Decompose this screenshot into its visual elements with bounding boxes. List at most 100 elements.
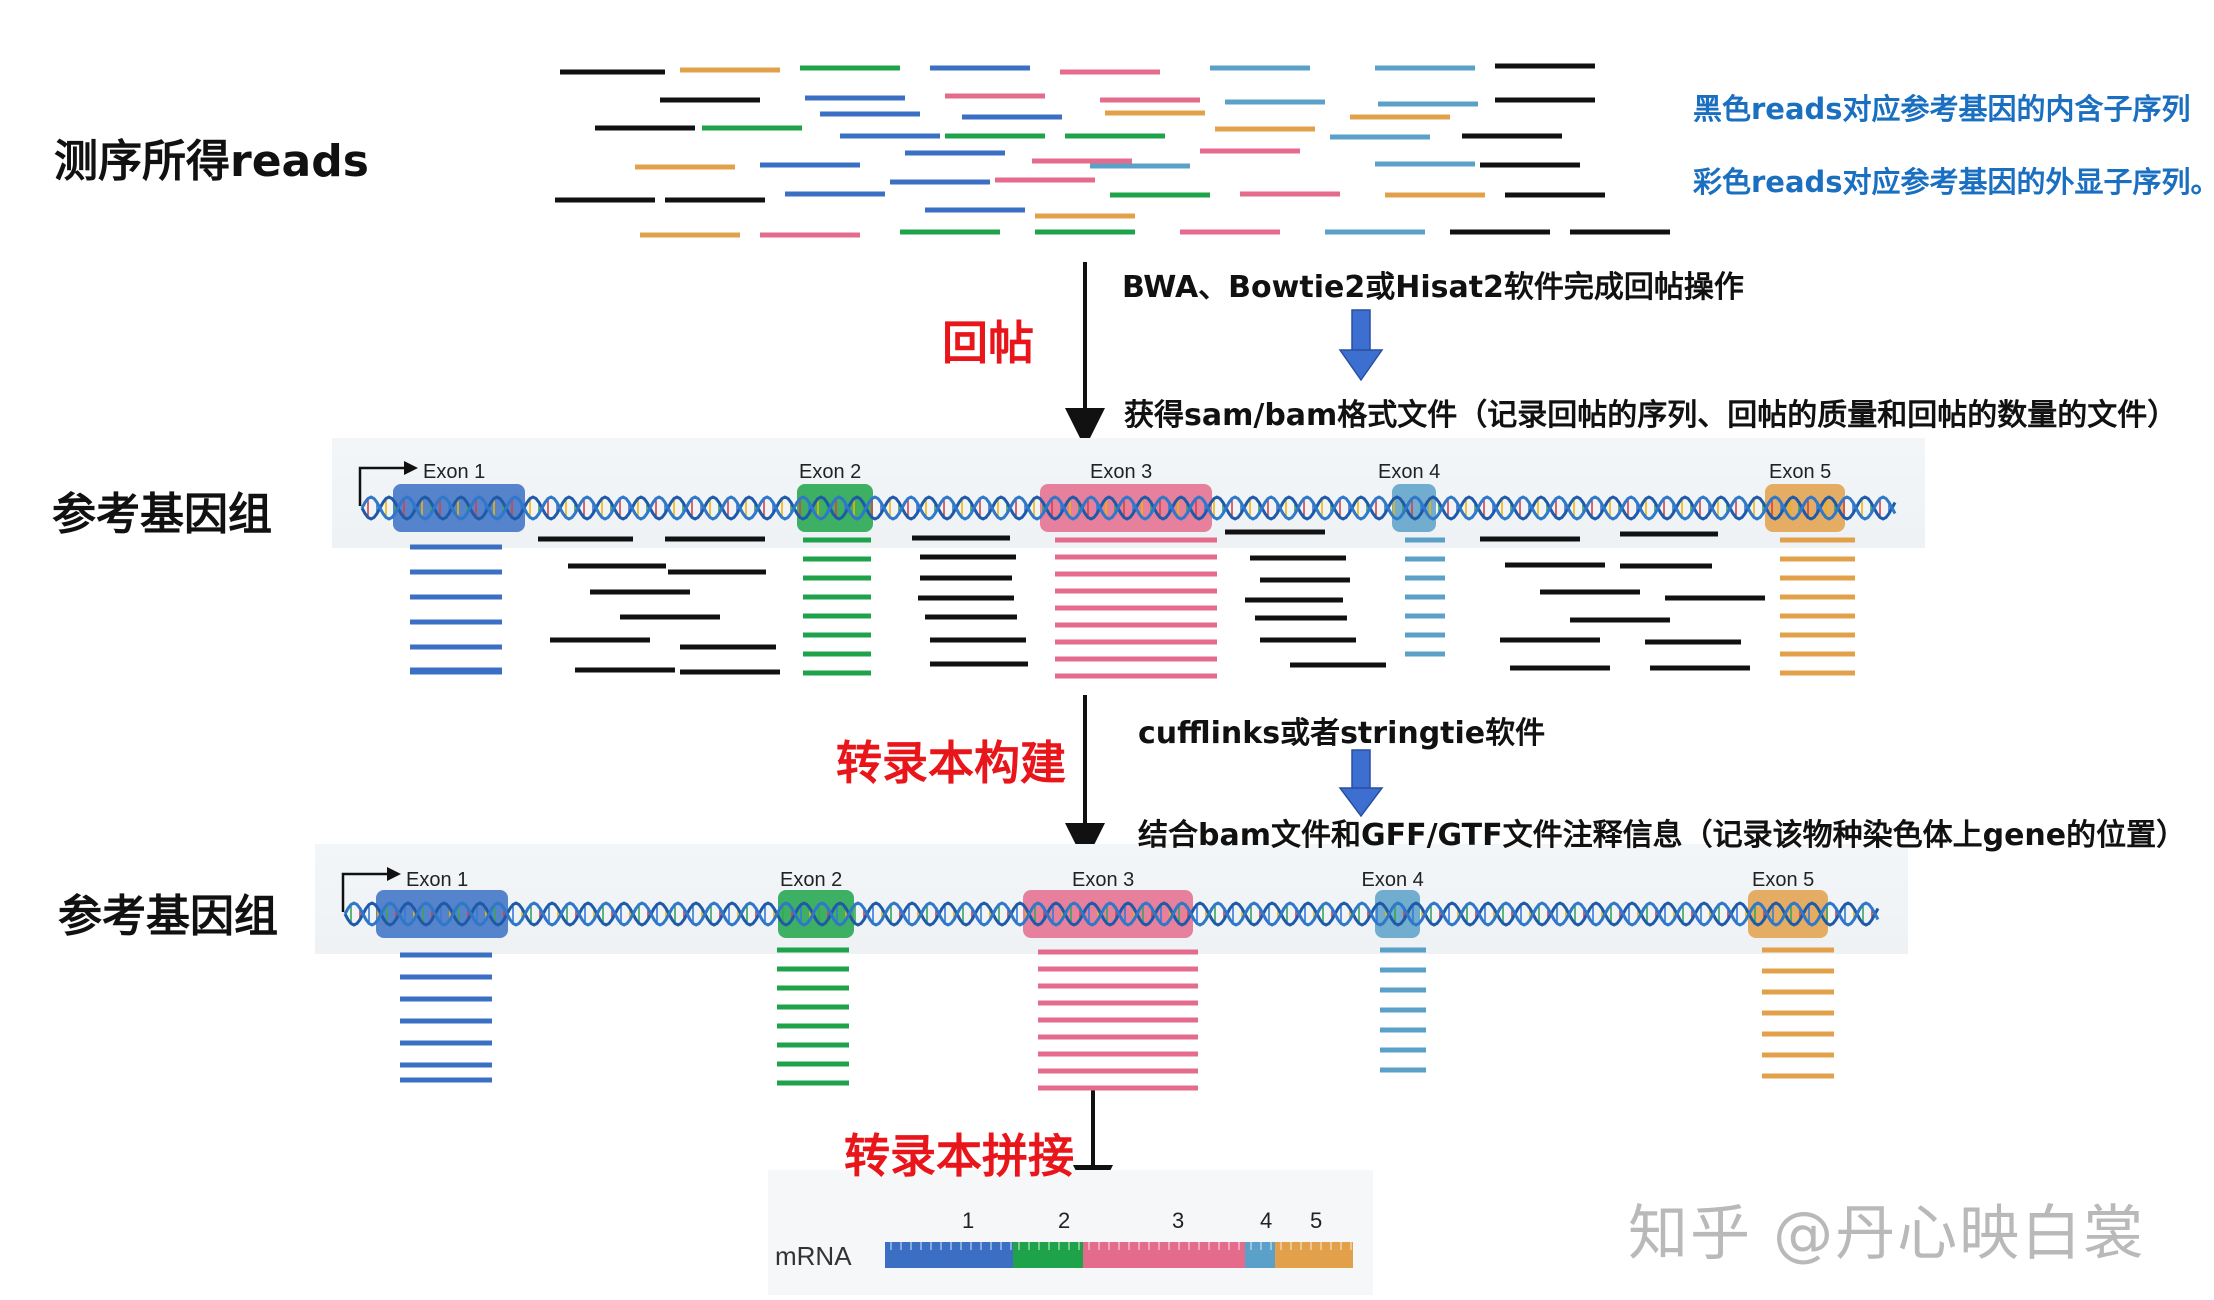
reads-scatter	[555, 63, 1670, 238]
read-segment	[1035, 213, 1135, 219]
read-segment	[1480, 162, 1580, 168]
read-segment	[1035, 229, 1135, 235]
intron-read	[568, 563, 666, 569]
read-segment	[1225, 99, 1325, 105]
mapped-read	[410, 569, 502, 575]
read-segment	[1375, 161, 1475, 167]
intron-read	[918, 595, 1014, 601]
mapped-read	[1405, 556, 1445, 562]
exon-label: Exon 5	[1769, 461, 1831, 483]
exon-label: Exon 2	[799, 461, 861, 483]
mapped-read	[1055, 639, 1217, 645]
assembled-read	[1762, 989, 1834, 995]
assembled-read	[777, 947, 849, 953]
read-segment	[1240, 191, 1340, 197]
note-assemble-tools: cufflinks或者stringtie软件	[1138, 716, 1546, 751]
assembled-read	[1038, 983, 1198, 989]
assembled-read	[400, 1077, 492, 1083]
exon-block	[797, 484, 873, 532]
intron-read	[1620, 563, 1712, 569]
intron-read	[930, 637, 1026, 643]
legend-black-reads: 黑色reads对应参考基因的内含子序列	[1693, 92, 2191, 126]
exon-label: Exon 2	[780, 869, 842, 891]
assembled-read	[400, 1018, 492, 1024]
assembled-read	[1038, 1034, 1198, 1040]
exon-block	[778, 890, 854, 938]
read-segment	[1200, 148, 1300, 154]
intron-read	[550, 637, 650, 643]
exon-block	[1023, 890, 1193, 938]
promoter-arrow-head	[404, 461, 418, 475]
read-segment	[595, 125, 695, 131]
intron-read	[1255, 615, 1347, 621]
read-segment	[1495, 63, 1595, 69]
read-segment	[1570, 229, 1670, 235]
mapped-read	[410, 644, 502, 650]
intron-read	[1540, 589, 1640, 595]
mapped-read	[1780, 594, 1855, 600]
read-segment	[1110, 192, 1210, 198]
mrna-label: mRNA	[775, 1241, 852, 1271]
promoter-arrow-head	[387, 867, 401, 881]
exon-label: Exon 3	[1072, 869, 1134, 891]
assembled-read	[1380, 1027, 1426, 1033]
assembled-read	[1762, 968, 1834, 974]
assembled-read	[1762, 1031, 1834, 1037]
read-segment	[1090, 163, 1190, 169]
exon-label: Exon 4	[1362, 869, 1424, 891]
read-segment	[900, 229, 1000, 235]
assembled-read	[1762, 1073, 1834, 1079]
read-segment	[1325, 229, 1425, 235]
read-segment	[640, 232, 740, 238]
assembled-read	[1038, 1017, 1198, 1023]
mrna-exon-segment	[885, 1242, 1013, 1268]
read-segment	[555, 197, 655, 203]
assembled-read	[1762, 1010, 1834, 1016]
intron-read	[1500, 637, 1600, 643]
intron-read	[1480, 536, 1580, 542]
mapped-read	[1405, 613, 1445, 619]
mapped-read	[1405, 537, 1445, 543]
read-segment	[905, 150, 1005, 156]
read-segment	[1065, 133, 1165, 139]
read-segment	[760, 232, 860, 238]
mapped-read	[410, 667, 502, 673]
exon-label: Exon 1	[406, 869, 468, 891]
genome-label-2: 参考基因组	[58, 891, 278, 942]
read-segment	[635, 164, 735, 170]
read-segment	[680, 67, 780, 73]
assembled-read	[1380, 1047, 1426, 1053]
assembled-read	[1380, 1007, 1426, 1013]
blue-arrow-2	[1338, 749, 1384, 818]
read-segment	[785, 191, 885, 197]
read-segment	[1060, 69, 1160, 75]
read-segment	[800, 65, 900, 71]
mapped-read	[1055, 537, 1217, 543]
intron-read	[1650, 665, 1750, 671]
exon-block	[1748, 890, 1828, 938]
step-assemble-label: 转录本构建	[836, 736, 1066, 790]
mrna-exon-number: 4	[1260, 1208, 1272, 1233]
mapped-read	[803, 537, 871, 543]
read-segment	[945, 93, 1045, 99]
step-align-label: 回帖	[942, 316, 1034, 370]
exon-block	[1375, 890, 1420, 938]
read-segment	[1385, 192, 1485, 198]
intron-read	[575, 667, 675, 673]
assembled-read	[1038, 1085, 1198, 1091]
genome-track-2: Exon 1 Exon 2 Exon 3 Exon 4 Exon 5	[315, 844, 1908, 954]
mapped-read	[1055, 673, 1217, 679]
assembled-read	[777, 1023, 849, 1029]
intron-read	[1665, 595, 1765, 601]
read-segment	[805, 95, 905, 101]
mapped-read	[1780, 556, 1855, 562]
assembled-read	[777, 966, 849, 972]
mapped-read	[803, 594, 871, 600]
intron-read	[1260, 637, 1356, 643]
read-segment	[995, 177, 1095, 183]
assembled-read	[1762, 947, 1834, 953]
watermark: 知乎 @丹心映白裳	[1628, 1199, 2146, 1269]
assembled-read	[400, 1040, 492, 1046]
intron-read	[620, 614, 720, 620]
